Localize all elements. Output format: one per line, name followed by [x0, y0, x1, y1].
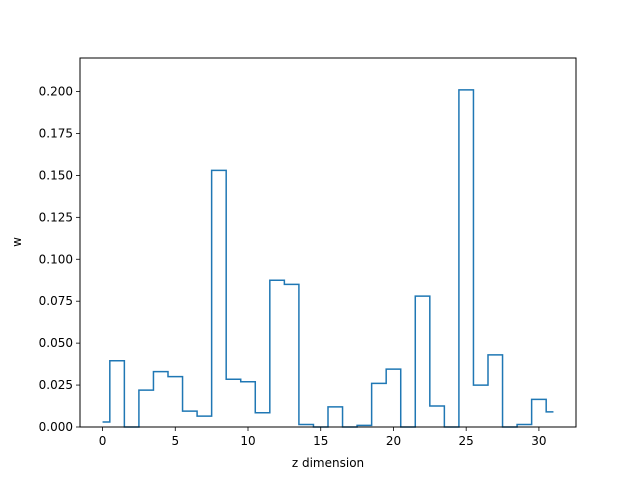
y-tick-label: 0.125 [39, 210, 73, 224]
x-axis-label: z dimension [292, 456, 364, 470]
series-line [102, 89, 554, 428]
x-tick-label: 30 [531, 434, 546, 448]
y-tick-label: 0.200 [39, 85, 73, 99]
plot-frame [79, 57, 577, 428]
y-tick-label: 0.000 [39, 420, 73, 434]
x-tick-label: 5 [171, 434, 179, 448]
x-tick-label: 20 [386, 434, 401, 448]
y-tick-label: 0.100 [39, 252, 73, 266]
x-tick-label: 0 [99, 434, 107, 448]
y-tick-label: 0.175 [39, 126, 73, 140]
y-tick-label: 0.025 [39, 378, 73, 392]
y-tick-label: 0.050 [39, 336, 73, 350]
y-tick-label: 0.075 [39, 294, 73, 308]
x-tick-label: 10 [240, 434, 255, 448]
x-tick-label: 25 [459, 434, 474, 448]
y-axis-label: w [10, 237, 24, 247]
x-tick-label: 15 [313, 434, 328, 448]
y-tick-label: 0.150 [39, 168, 73, 182]
